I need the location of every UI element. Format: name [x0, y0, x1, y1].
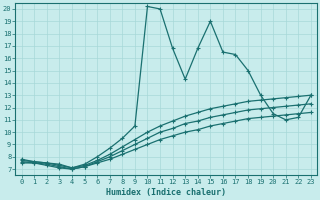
X-axis label: Humidex (Indice chaleur): Humidex (Indice chaleur) — [106, 188, 226, 197]
